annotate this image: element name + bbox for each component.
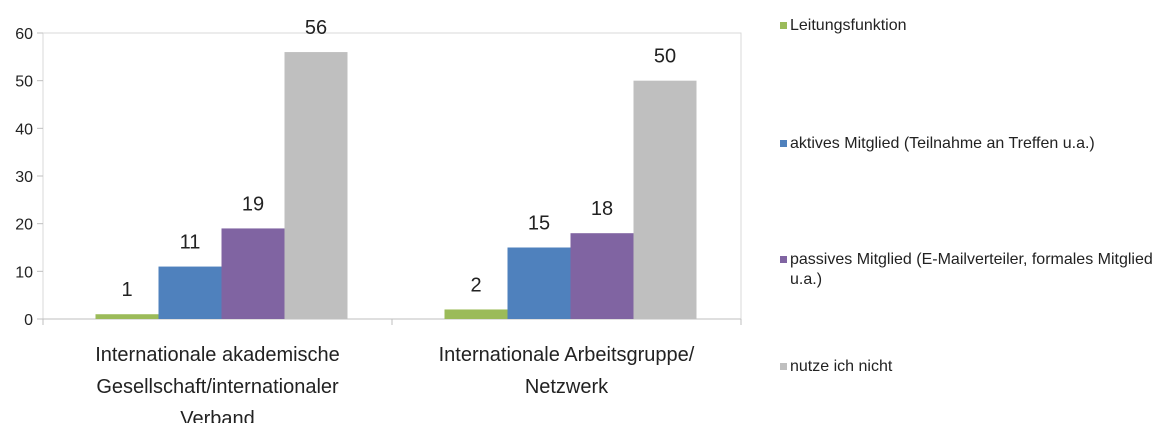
- x-category-label: Gesellschaft/internationaler: [96, 376, 339, 398]
- legend-item-nutze-ich-nicht: nutze ich nicht: [780, 357, 1172, 377]
- bar: [95, 314, 159, 319]
- x-category-label: Netzwerk: [525, 376, 609, 398]
- legend-swatch: [780, 140, 787, 147]
- legend-label: passives Mitglied (E-Mailverteiler, form…: [790, 251, 1153, 288]
- bar: [633, 80, 697, 320]
- legend-item-aktives-mitglied: aktives Mitglied (Teilnahme an Treffen u…: [780, 134, 1172, 154]
- legend-swatch: [780, 256, 787, 263]
- y-tick-label: 10: [15, 264, 33, 281]
- bar: [444, 309, 508, 319]
- bar: [507, 247, 571, 319]
- bar: [570, 233, 634, 319]
- data-label: 15: [528, 213, 550, 235]
- data-label: 56: [305, 17, 327, 39]
- legend-swatch: [780, 363, 787, 370]
- y-tick-label: 50: [15, 74, 33, 91]
- y-tick-label: 40: [15, 121, 33, 138]
- legend-label: aktives Mitglied (Teilnahme an Treffen u…: [790, 135, 1095, 152]
- y-tick-label: 20: [15, 217, 33, 234]
- data-label: 11: [180, 232, 201, 254]
- x-category-label: Internationale akademische: [95, 344, 340, 366]
- legend-label: Leitungsfunktion: [790, 17, 907, 34]
- legend-swatch: [780, 22, 787, 29]
- bar: [158, 266, 222, 319]
- legend-item-leitungsfunktion: Leitungsfunktion: [780, 16, 1172, 36]
- y-tick-label: 30: [15, 169, 33, 186]
- bar: [284, 52, 348, 320]
- bar: [221, 228, 285, 319]
- y-tick-label: 0: [24, 312, 33, 329]
- legend-item-passives-mitglied: passives Mitglied (E-Mailverteiler, form…: [780, 250, 1172, 290]
- x-category-label: Verband: [180, 408, 255, 423]
- data-label: 19: [242, 193, 264, 215]
- data-label: 1: [121, 279, 132, 301]
- data-label: 18: [591, 198, 613, 220]
- legend: Leitungsfunktion aktives Mitglied (Teiln…: [780, 0, 1174, 423]
- legend-label: nutze ich nicht: [790, 358, 893, 375]
- x-category-label: Internationale Arbeitsgruppe/: [439, 344, 695, 366]
- data-label: 50: [654, 46, 676, 68]
- data-label: 2: [470, 274, 481, 296]
- y-tick-label: 60: [15, 26, 33, 43]
